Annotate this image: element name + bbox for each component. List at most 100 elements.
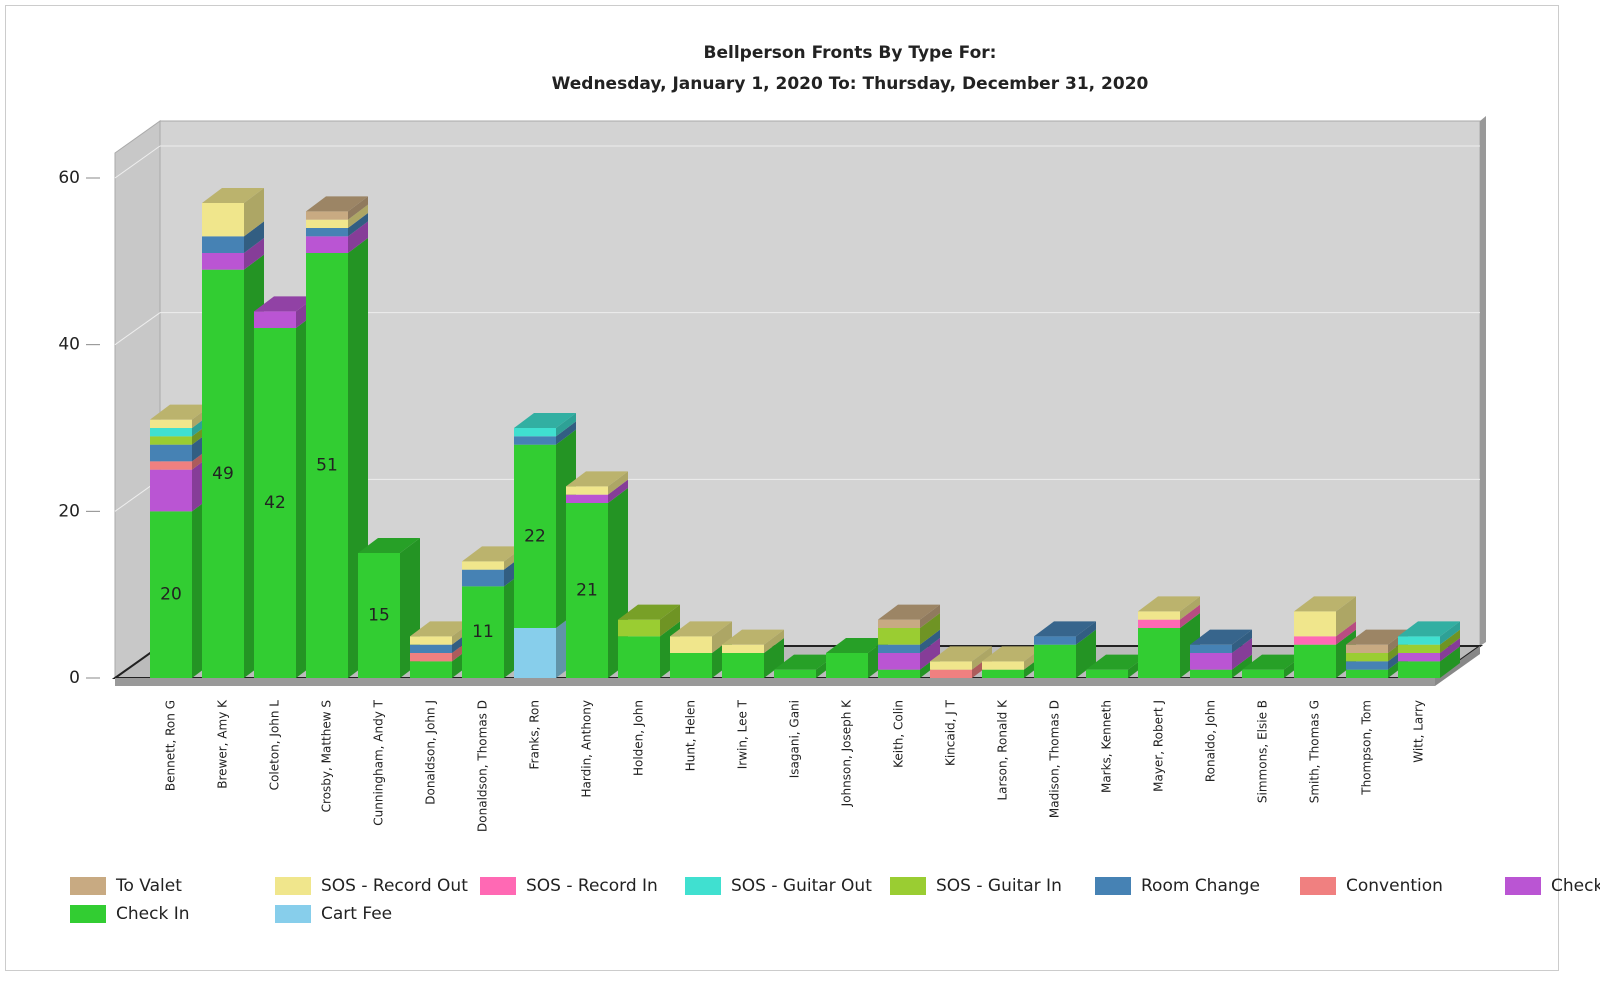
bar-segment — [306, 236, 348, 253]
bar-segment — [150, 428, 192, 437]
bar-segment — [566, 494, 608, 503]
bar-segment — [566, 503, 608, 678]
legend-swatch — [70, 877, 106, 895]
bar-segment — [306, 253, 348, 678]
bar-side — [764, 629, 784, 653]
bar-segment — [566, 486, 608, 495]
bar-segment — [1086, 669, 1128, 678]
bar-segment — [514, 428, 556, 437]
bar-top — [1086, 654, 1148, 670]
bar-top — [878, 604, 940, 620]
bar-top — [982, 646, 1044, 662]
bar-segment — [1294, 636, 1336, 645]
bar-top — [618, 604, 680, 620]
bar-segment — [1398, 661, 1440, 678]
bar-segment — [1294, 644, 1336, 678]
bar-segment — [150, 419, 192, 428]
bar-side — [764, 638, 784, 678]
grid-line — [114, 145, 161, 179]
bar-side — [1336, 596, 1356, 637]
bar-side — [348, 221, 368, 253]
bar-segment — [1242, 669, 1284, 678]
bar-segment — [150, 461, 192, 470]
bar-segment — [1190, 653, 1232, 670]
bar-segment — [1346, 661, 1388, 670]
bar-top — [358, 538, 420, 553]
bar-segment — [1346, 653, 1388, 662]
bar-segment — [930, 669, 972, 678]
x-tick-label: Ronaldo, John — [1204, 700, 1218, 782]
bar-segment — [202, 269, 244, 678]
bar-segment — [202, 236, 244, 253]
bar-segment — [1034, 644, 1076, 678]
bar-side — [1076, 621, 1096, 645]
bar-segment — [1398, 636, 1440, 645]
x-tick-label: Simmons, Elsie B — [1256, 700, 1270, 803]
bar-segment — [410, 661, 452, 678]
bar-side — [608, 479, 628, 503]
bar-segment — [1346, 669, 1388, 678]
bar-segment — [462, 586, 504, 678]
bar-side — [348, 213, 368, 237]
legend-swatch — [70, 905, 106, 923]
bar-segment — [878, 619, 920, 628]
right-wall-edge — [1480, 116, 1486, 646]
bar-segment — [462, 561, 504, 570]
bar-top — [150, 404, 212, 420]
bar-top — [254, 296, 316, 312]
grid-line — [114, 312, 161, 346]
data-label: 20 — [160, 585, 182, 605]
bar-top — [1346, 629, 1408, 645]
bar-side — [1232, 654, 1252, 678]
x-tick-label: Cunningham, Andy T — [372, 699, 386, 825]
bar-segment — [202, 253, 244, 270]
x-tick-label: Marks, Kenneth — [1100, 700, 1114, 793]
x-tick-label: Thompson, Tom — [1360, 700, 1374, 796]
bar-top — [410, 621, 472, 637]
bar-side — [608, 471, 628, 495]
chart-title: Bellperson Fronts By Type For: — [704, 43, 997, 63]
bar-side — [1180, 604, 1200, 628]
x-tick-label: Franks, Ron — [528, 700, 542, 770]
bar-segment — [150, 444, 192, 462]
bar-segment — [150, 436, 192, 445]
bar-side — [348, 204, 368, 228]
legend-label: SOS - Guitar In — [936, 876, 1062, 896]
bar-segment — [878, 669, 920, 678]
bar-segment — [1398, 644, 1440, 653]
bar-side — [244, 188, 264, 237]
x-tick-label: Hunt, Helen — [684, 700, 698, 771]
bar-side — [1232, 638, 1252, 670]
bar-top — [462, 546, 524, 562]
x-tick-label: Crosby, Matthew S — [320, 700, 334, 812]
bar-top — [826, 638, 888, 653]
bar-top — [1398, 621, 1460, 637]
bar-top — [566, 471, 628, 487]
bar-segment — [722, 653, 764, 678]
bar-segment — [306, 228, 348, 237]
x-tick-label: Hardin, Anthony — [580, 700, 594, 797]
bar-segment — [514, 444, 556, 628]
legend-swatch — [480, 877, 516, 895]
bar-side — [712, 621, 732, 653]
legend-label: To Valet — [115, 876, 182, 896]
bar-side — [920, 629, 940, 653]
data-label: 42 — [264, 493, 286, 513]
bar-segment — [150, 511, 192, 678]
bar-segment — [618, 619, 660, 637]
chart-frame — [5, 5, 1559, 971]
bar-top — [514, 413, 576, 428]
legend-label: Check In — [116, 904, 190, 924]
bar-segment — [878, 653, 920, 670]
legend-swatch — [1505, 877, 1541, 895]
bar-side — [972, 646, 992, 670]
bar-side — [920, 638, 940, 670]
bar-segment — [670, 653, 712, 678]
bar-side — [920, 613, 940, 645]
bar-segment — [1138, 611, 1180, 620]
bar-side — [244, 238, 264, 270]
bar-side — [556, 421, 576, 445]
bar-side — [920, 604, 940, 628]
bar-segment — [670, 636, 712, 653]
